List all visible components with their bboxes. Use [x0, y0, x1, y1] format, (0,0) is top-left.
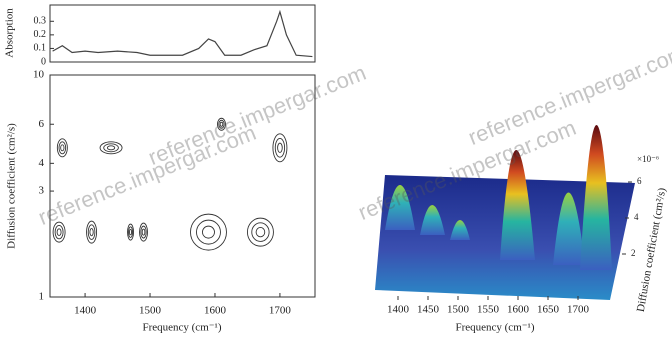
x-tick-label: 1550: [477, 304, 500, 316]
x-tick-label: 1650: [537, 304, 560, 316]
y-tick-label: 10: [33, 69, 45, 81]
contour-ring: [246, 217, 274, 247]
y-tick-label: 0: [41, 56, 46, 67]
x-axis-label: Frequency (cm⁻¹): [142, 322, 221, 334]
contour-ring: [89, 228, 94, 237]
contour-ring: [103, 143, 119, 153]
y-tick-label: 6: [637, 176, 642, 186]
contour-ring: [58, 141, 67, 155]
y-tick-label: 6: [39, 118, 45, 130]
contour-ring: [127, 223, 134, 241]
contour-ring: [217, 117, 226, 131]
contour-ring: [139, 222, 148, 242]
watermark: reference.impergar.com: [145, 60, 370, 170]
surface-plot: [375, 125, 635, 300]
y-tick-label: 0.3: [34, 16, 47, 27]
x-tick-label: 1600: [507, 304, 530, 316]
y-tick-label: 2: [631, 248, 636, 258]
y-tick-label: 4: [39, 157, 45, 169]
contour-ring: [140, 225, 147, 239]
contour-ring: [218, 119, 225, 129]
plot-frame: [49, 74, 316, 298]
contour-ring: [52, 221, 66, 243]
contour-ring: [141, 228, 146, 236]
surface-peak: [500, 150, 535, 260]
y-tick-label: 1: [39, 291, 45, 303]
contour-ring: [56, 138, 68, 158]
y-axis-label: Diffusion coefficient (cm²/s): [6, 123, 18, 249]
contour-ring: [60, 144, 65, 152]
contour-ring: [255, 227, 266, 238]
contour-ring: [56, 228, 62, 236]
x-tick-label: 1450: [417, 304, 440, 316]
contour-ring: [106, 145, 116, 151]
x-tick-label: 1500: [447, 304, 470, 316]
surface-peak: [450, 220, 470, 240]
y-axis-label: Diffusion coefficient (cm²/s): [635, 187, 669, 313]
y-tick-label: 3: [39, 185, 45, 197]
contour-ring: [202, 225, 215, 239]
x-tick-label: 1600: [204, 305, 227, 317]
surface-peak: [553, 192, 585, 265]
contour-ring: [219, 121, 224, 127]
contour-ring: [274, 138, 286, 158]
x-tick-label: 1700: [567, 304, 590, 316]
x-tick-label: 1700: [269, 305, 292, 317]
y-tick-label: 0.2: [34, 29, 47, 40]
contour-ring: [87, 224, 96, 240]
surface-peak: [580, 125, 612, 270]
x-tick-label: 1500: [139, 305, 162, 317]
contour-ring: [54, 225, 64, 240]
y-multiplier: ×10⁻⁶: [637, 154, 659, 164]
contour-ring: [196, 219, 221, 245]
contour-ring: [277, 142, 283, 153]
surface-peak: [385, 185, 415, 230]
spectrum-line: [52, 9, 313, 58]
contour-ring: [99, 141, 123, 155]
y-axis-label: Absorption: [4, 8, 16, 58]
x-axis-label: Frequency (cm⁻¹): [455, 322, 534, 334]
contour-ring: [128, 226, 133, 238]
contour-ring: [190, 213, 227, 251]
x-tick-label: 1400: [74, 305, 97, 317]
contour-ring: [129, 229, 132, 236]
surface-peak: [420, 205, 445, 235]
contour-ring: [86, 220, 98, 244]
y-tick-label: 4: [634, 212, 639, 222]
y-tick-label: 0.1: [34, 43, 47, 54]
plot-frame: [49, 4, 316, 63]
x-tick-label: 1400: [387, 304, 410, 316]
contour-ring: [272, 133, 288, 163]
contour-ring: [251, 222, 270, 242]
